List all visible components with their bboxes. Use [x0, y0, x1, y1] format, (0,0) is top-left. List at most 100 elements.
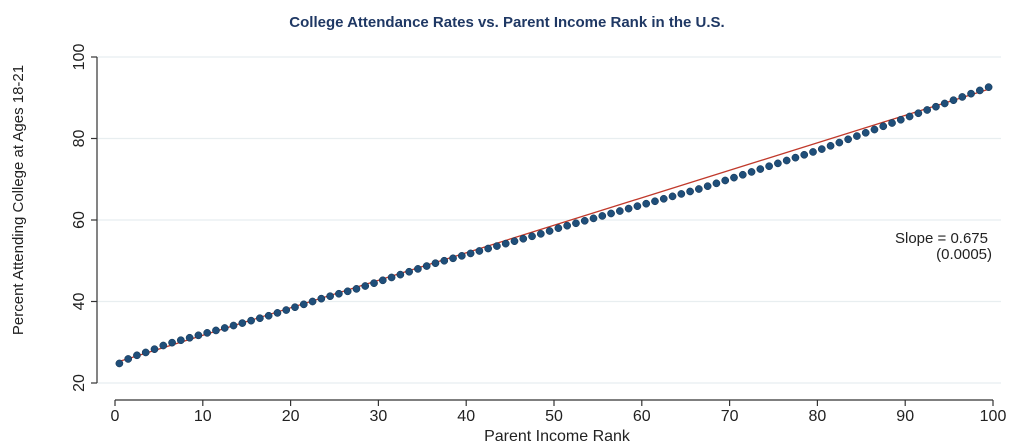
data-point: [607, 209, 615, 218]
fit-line-group: [119, 88, 989, 363]
data-point: [774, 159, 782, 168]
data-point: [651, 197, 659, 206]
data-point: [940, 99, 949, 108]
data-point: [888, 119, 896, 127]
data-point: [124, 355, 133, 363]
data-point: [932, 102, 940, 111]
data-point: [115, 359, 124, 368]
data-point: [879, 122, 888, 131]
fit-line: [119, 88, 989, 363]
slope-annotation: Slope = 0.675: [895, 230, 988, 247]
grid-lines: [97, 56, 1001, 384]
x-axis-title: Parent Income Rank: [484, 428, 631, 445]
data-point: [484, 244, 492, 253]
data-point: [545, 227, 554, 235]
data-point: [712, 179, 721, 188]
data-point: [378, 276, 387, 285]
data-point: [905, 112, 914, 121]
data-point: [791, 153, 800, 162]
data-point: [387, 273, 396, 282]
data-point: [299, 300, 308, 309]
data-point: [308, 297, 317, 306]
data-point: [501, 239, 510, 248]
data-point: [449, 254, 457, 263]
data-point: [967, 89, 975, 98]
data-point: [949, 96, 958, 105]
data-point: [396, 270, 405, 279]
data-point: [861, 128, 870, 137]
data-point: [633, 202, 642, 210]
data-point: [431, 259, 440, 268]
slope-standard-error: (0.0005): [936, 246, 992, 263]
data-point: [580, 216, 589, 225]
data-point: [466, 249, 475, 258]
x-tick-label-10: 10: [194, 408, 212, 425]
data-point: [853, 132, 861, 140]
data-point: [686, 187, 694, 196]
data-point: [168, 338, 176, 347]
data-point: [659, 194, 668, 203]
data-point: [668, 192, 677, 201]
y-tick-label-40: 40: [71, 293, 88, 311]
x-tick-label-40: 40: [457, 408, 475, 425]
data-point: [528, 232, 536, 241]
axes: [91, 56, 994, 406]
data-point: [317, 294, 326, 303]
data-point: [457, 252, 466, 260]
data-point: [765, 162, 773, 171]
data-point: [624, 204, 633, 213]
data-point: [572, 219, 580, 228]
data-point: [361, 282, 370, 290]
data-point: [203, 329, 212, 337]
data-point: [817, 145, 826, 153]
data-point: [335, 289, 343, 298]
data-point: [756, 165, 765, 173]
x-tick-label-90: 90: [896, 408, 914, 425]
data-point: [826, 141, 835, 150]
data-point: [185, 333, 194, 342]
data-point: [844, 135, 852, 144]
y-tick-label-80: 80: [71, 130, 88, 148]
data-point: [870, 125, 879, 134]
y-tick-label-20: 20: [71, 374, 88, 392]
data-point: [282, 306, 291, 314]
data-point: [256, 314, 264, 323]
chart-title: College Attendance Rates vs. Parent Inco…: [289, 14, 725, 31]
data-point: [414, 265, 422, 273]
y-tick-label-60: 60: [71, 211, 88, 229]
data-points: [115, 83, 993, 368]
x-tick-label-0: 0: [111, 408, 120, 425]
data-point: [519, 234, 528, 243]
data-point: [782, 156, 791, 165]
data-point: [194, 331, 203, 340]
x-tick-label-70: 70: [721, 408, 739, 425]
x-tick-label-20: 20: [282, 408, 300, 425]
data-point: [141, 348, 150, 357]
x-tick-label-30: 30: [370, 408, 388, 425]
data-point: [975, 86, 984, 95]
data-point: [493, 242, 501, 250]
data-point: [370, 279, 378, 288]
data-point: [695, 185, 703, 193]
data-point: [405, 267, 413, 276]
data-point: [563, 221, 572, 230]
data-point: [984, 83, 993, 92]
data-point: [616, 207, 624, 215]
data-point: [422, 262, 431, 270]
data-point: [598, 212, 607, 220]
data-point: [326, 292, 334, 301]
data-point: [475, 247, 484, 255]
data-point: [677, 190, 686, 198]
data-point: [747, 168, 756, 176]
x-tick-label-50: 50: [545, 408, 563, 425]
data-point: [510, 237, 519, 246]
data-point: [220, 324, 229, 332]
data-point: [809, 148, 817, 156]
x-tick-label-60: 60: [633, 408, 651, 425]
data-point: [291, 303, 299, 312]
data-point: [589, 214, 598, 223]
data-point: [721, 176, 730, 185]
y-tick-label-100: 100: [71, 44, 88, 71]
data-point: [440, 256, 449, 265]
data-point: [212, 326, 220, 335]
